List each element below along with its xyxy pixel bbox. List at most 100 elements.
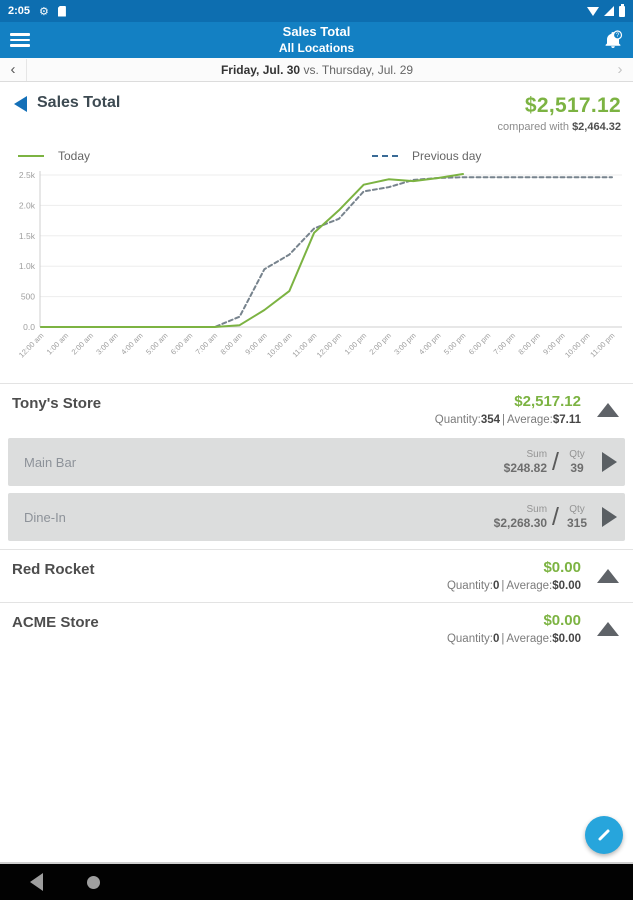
x-axis-tick-label: 4:00 pm — [417, 331, 443, 357]
status-bar: 2:05 ⚙ — [0, 0, 633, 22]
average-value: $0.00 — [552, 633, 581, 645]
date-navigation-bar: ‹ Friday, Jul. 30 vs. Thursday, Jul. 29 … — [0, 58, 633, 82]
app-bar: Sales Total All Locations ? — [0, 22, 633, 58]
compared-value: $2,464.32 — [572, 121, 621, 133]
legend-previous-day: Previous day — [372, 149, 481, 163]
drilldown-arrow-icon[interactable] — [602, 452, 617, 472]
collapse-icon[interactable] — [597, 622, 619, 636]
y-axis-tick-label: 1.0k — [19, 261, 36, 271]
x-axis-tick-label: 1:00 pm — [343, 331, 369, 357]
notification-bell-icon[interactable]: ? — [603, 30, 623, 50]
tonys-store-breakdown: Main Bar Sum $248.82 / Qty 39 Dine-In Sum $… — [0, 436, 633, 549]
sales-line-chart: 2.5k 2.0k 1.5k 1.0k 500 0.0 12:00 am 1:00 am 2:0… — [0, 165, 633, 383]
back-arrow-icon[interactable] — [14, 96, 27, 112]
quantity-label: Quantity: — [434, 414, 481, 426]
x-axis-tick-label: 7:00 pm — [492, 331, 518, 357]
clock-time: 2:05 — [8, 5, 31, 17]
total-amount: $2,517.12 — [524, 94, 621, 117]
today-line-swatch — [18, 155, 44, 157]
nav-home-icon[interactable] — [87, 875, 100, 889]
average-label: Average: — [506, 633, 553, 645]
x-axis-tick-label: 10:00 am — [265, 331, 293, 359]
sales-total-summary: Sales Total $2,517.12 compared with $2,4… — [0, 82, 633, 137]
x-axis-tick-label: 2:00 pm — [367, 331, 393, 357]
x-axis-tick-label: 8:00 am — [218, 331, 244, 357]
comparison-date: Thursday, Jul. 29 — [321, 62, 414, 77]
x-axis-tick-label: 5:00 am — [144, 331, 170, 357]
x-axis-tick-label: 1:00 am — [45, 331, 71, 357]
date-range-label: Friday, Jul. 30 vs. Thursday, Jul. 29 — [26, 58, 607, 81]
slash-divider: / — [552, 447, 559, 476]
legend-previous-label: Previous day — [412, 149, 482, 163]
today-line — [40, 173, 464, 328]
average-label: Average: — [506, 580, 553, 592]
average-value: $0.00 — [552, 580, 581, 592]
sd-card-icon — [57, 5, 66, 17]
meta-separator: | — [501, 580, 505, 592]
x-axis-tick-label: 3:00 pm — [392, 331, 418, 357]
collapse-icon[interactable] — [597, 403, 619, 417]
page-title: Sales Total — [282, 24, 351, 40]
x-axis-tick-label: 5:00 pm — [442, 331, 468, 357]
subrow-label: Main Bar — [24, 454, 77, 470]
svg-text:?: ? — [616, 33, 620, 39]
average-value: $7.11 — [552, 414, 581, 426]
store-row-tonys-store[interactable]: Tony's Store $2,517.12 Quantity:354 | Aver… — [0, 384, 633, 436]
next-date-button[interactable]: › — [617, 60, 623, 78]
selected-date: Friday, Jul. 30 — [220, 62, 301, 77]
sum-value: $2,268.30 — [493, 515, 548, 530]
quantity-value: 354 — [480, 414, 501, 426]
y-axis-tick-label: 2.0k — [19, 200, 36, 210]
store-row-red-rocket[interactable]: Red Rocket $0.00 Quantity:0 | Average:$0.0… — [0, 550, 633, 602]
legend-today: Today — [18, 149, 90, 163]
subrow-dine-in[interactable]: Dine-In Sum $2,268.30 / Qty 315 — [8, 493, 625, 541]
divider — [0, 549, 633, 550]
meta-separator: | — [502, 414, 506, 426]
android-nav-bar — [0, 862, 633, 900]
x-axis-tick-label: 11:00 pm — [588, 331, 616, 359]
y-axis-tick-label: 2.5k — [19, 170, 36, 180]
x-axis-tick-label: 6:00 pm — [467, 331, 493, 357]
edit-fab-button[interactable] — [585, 816, 623, 854]
x-axis-tick-label: 2:00 am — [70, 331, 96, 357]
nav-back-icon[interactable] — [30, 873, 43, 891]
x-axis-tick-label: 7:00 am — [194, 331, 220, 357]
quantity-value: 0 — [492, 633, 500, 645]
store-row-acme-store[interactable]: ACME Store $0.00 Quantity:0 | Average:$0.0… — [0, 603, 633, 655]
store-total: $0.00 — [543, 612, 581, 629]
x-axis-tick-label: 8:00 pm — [516, 331, 542, 357]
drilldown-arrow-icon[interactable] — [602, 507, 617, 527]
qty-value: 39 — [570, 460, 584, 475]
y-axis-tick-label: 1.5k — [19, 231, 36, 241]
store-name: ACME Store — [12, 614, 99, 631]
y-axis-tick-label: 0.0 — [23, 322, 35, 332]
compared-with-label: compared with $2,464.32 — [497, 121, 621, 133]
previous-date-button[interactable]: ‹ — [10, 60, 16, 78]
divider — [0, 602, 633, 603]
legend-today-label: Today — [58, 149, 91, 163]
previous-day-line-swatch — [372, 155, 399, 157]
store-name: Red Rocket — [12, 561, 95, 578]
cellular-signal-icon — [604, 6, 614, 16]
x-axis-tick-label: 11:00 am — [290, 331, 318, 359]
subrow-main-bar[interactable]: Main Bar Sum $248.82 / Qty 39 — [8, 438, 625, 486]
gear-icon: ⚙ — [39, 5, 49, 18]
x-axis-tick-label: 10:00 pm — [563, 331, 591, 359]
sum-label: Sum — [526, 448, 548, 460]
x-axis-tick-label: 3:00 am — [94, 331, 120, 357]
compared-prefix: compared with — [497, 121, 569, 133]
store-name: Tony's Store — [12, 395, 102, 412]
vs-label: vs. — [303, 62, 319, 77]
quantity-label: Quantity: — [446, 580, 493, 592]
store-meta: Quantity:0 | Average:$0.00 — [447, 580, 581, 592]
qty-label: Qty — [569, 503, 585, 515]
collapse-icon[interactable] — [597, 569, 619, 583]
store-total: $2,517.12 — [514, 393, 581, 410]
page-subtitle: All Locations — [278, 40, 355, 55]
battery-icon — [619, 3, 625, 17]
hamburger-menu-icon[interactable] — [10, 30, 30, 50]
qty-value: 315 — [566, 515, 588, 530]
subrow-label: Dine-In — [24, 509, 66, 525]
sum-qty-block: Sum $248.82 / Qty 39 — [504, 448, 590, 477]
chart-legend: Today Previous day — [0, 137, 633, 165]
